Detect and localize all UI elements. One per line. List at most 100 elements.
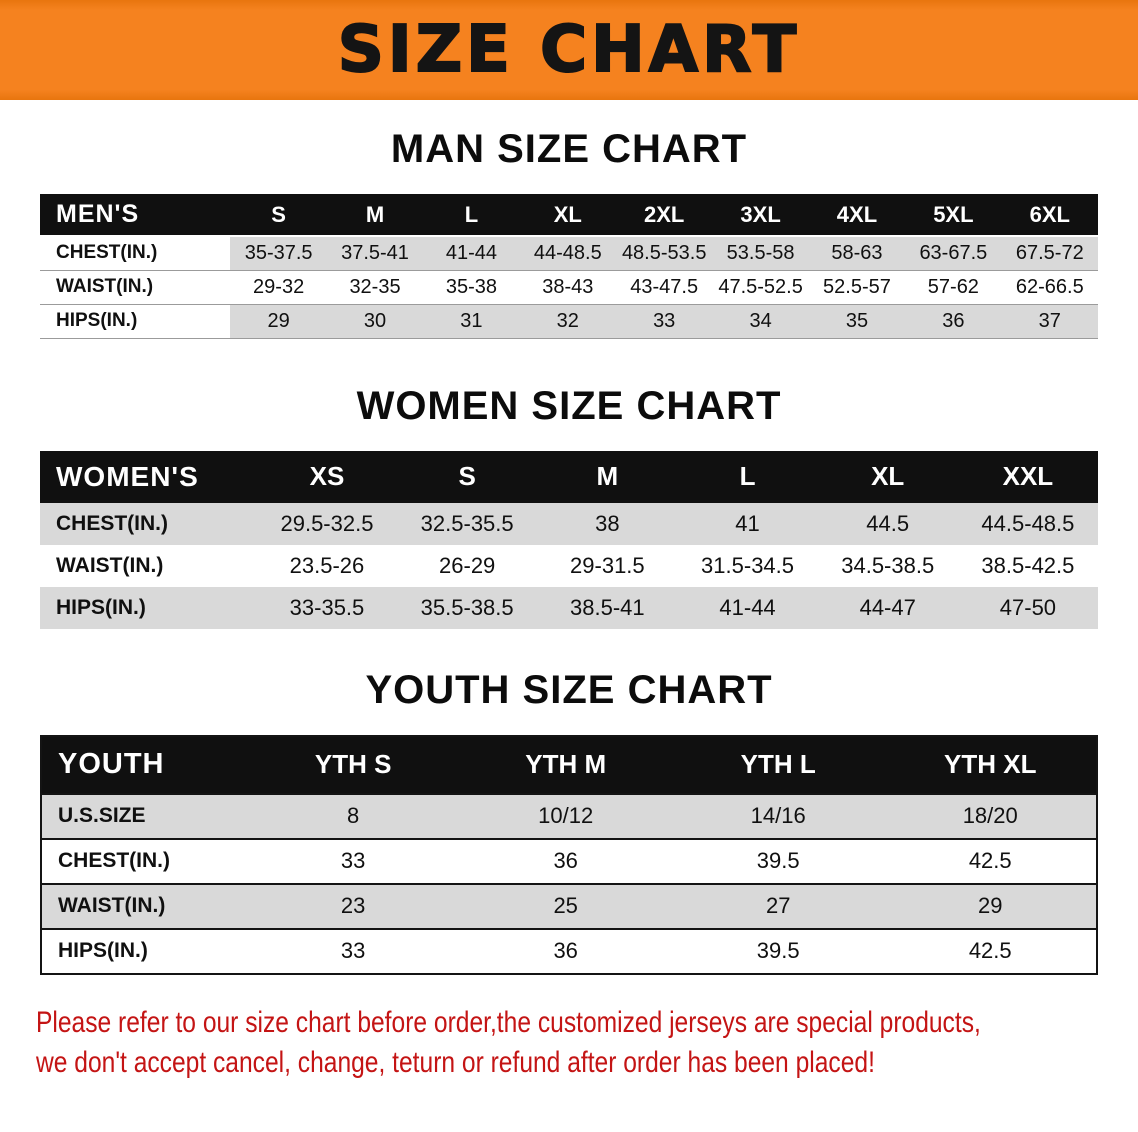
value-cell: 23.5-26 xyxy=(289,552,365,578)
women-size-table: WOMEN'S XS S M L XL XXL CHEST(IN.) 29.5-32.5 32.5… xyxy=(40,450,1098,629)
size-header-cell: YTH M xyxy=(459,735,672,794)
value-cell: 53.5-58 xyxy=(712,236,809,270)
table-body: U.S.SIZE 8 10/12 14/16 18/20 CHEST(IN.) 33 36 39… xyxy=(41,793,1097,974)
value-cell: 42.5 xyxy=(968,848,1012,873)
size-header-cell: L xyxy=(677,450,818,503)
table-header: YOUTH YTH S YTH M YTH L YTH XL xyxy=(41,735,1097,794)
value-cell: 38-43 xyxy=(542,275,594,298)
measurement-row: HIPS(IN.) 29 30 31 32 33 34 35 36 37 xyxy=(40,304,1098,338)
men-size-table: MEN'S S M L XL 2XL 3XL 4XL 5XL 6XL CHEST(IN.) 35-37… xyxy=(40,194,1098,339)
youth-size-section: YOUTH SIZE CHART YOUTH YTH S YTH M YTH L YTH… xyxy=(0,667,1138,975)
value-cell: 35.5-38.5 xyxy=(397,586,538,629)
disclaimer-line-2: we don't accept cancel, change, teturn o… xyxy=(36,1045,875,1079)
women-section-heading: WOMEN SIZE CHART xyxy=(356,383,782,428)
row-label-cell: CHEST(IN.) xyxy=(58,849,170,872)
row-label-cell: U.S.SIZE xyxy=(41,793,247,839)
table-header: WOMEN'S XS S M L XL XXL xyxy=(40,450,1098,503)
value-cell: 29 xyxy=(230,304,327,338)
row-label-cell: WAIST(IN.) xyxy=(41,883,247,929)
value-cell: 58-63 xyxy=(808,236,906,270)
disclaimer-line-1: Please refer to our size chart before or… xyxy=(36,1005,981,1039)
value-cell: 33-35.5 xyxy=(256,586,398,629)
measurement-row: U.S.SIZE 8 10/12 14/16 18/20 xyxy=(41,793,1097,839)
youth-size-table: YOUTH YTH S YTH M YTH L YTH XL U.S.SIZE 8 10/12… xyxy=(40,734,1098,975)
page-title: SIZE CHART xyxy=(337,13,801,87)
value-cell: 23 xyxy=(246,883,460,929)
value-cell: 44.5 xyxy=(817,502,958,545)
youth-section-heading: YOUTH SIZE CHART xyxy=(365,667,773,712)
value-cell: 38.5-42.5 xyxy=(981,552,1075,578)
table-title-cell: WOMEN'S xyxy=(40,450,257,503)
value-cell: 47.5-52.5 xyxy=(718,275,803,298)
value-cell: 27 xyxy=(671,883,885,929)
size-header-cell: L xyxy=(423,194,520,236)
table-title-cell: MEN'S xyxy=(40,194,231,236)
size-header-cell: 2XL xyxy=(616,194,713,236)
value-cell: 29 xyxy=(884,883,1097,929)
value-cell: 31.5-34.5 xyxy=(701,552,795,578)
table-body: CHEST(IN.) 29.5-32.5 32.5-35.5 38 41 44.5 44.5… xyxy=(40,502,1098,629)
value-cell: 42.5 xyxy=(968,938,1012,963)
value-cell: 33 xyxy=(340,848,366,873)
value-cell: 41 xyxy=(677,502,818,545)
value-cell: 62-66.5 xyxy=(1015,275,1084,298)
value-cell: 38.5-41 xyxy=(537,586,678,629)
measurement-row: CHEST(IN.) 29.5-32.5 32.5-35.5 38 41 44.5 44.5… xyxy=(40,502,1098,545)
value-cell: 33 xyxy=(616,304,713,338)
value-cell: 29-32 xyxy=(253,275,305,298)
value-cell: 41-44 xyxy=(423,236,520,270)
value-cell: 36 xyxy=(553,938,578,963)
value-cell: 32 xyxy=(519,304,616,338)
women-size-section: WOMEN SIZE CHART WOMEN'S XS S M L XL XXL CHEST(… xyxy=(0,383,1138,629)
value-cell: 36 xyxy=(905,304,1002,338)
size-header-cell: YTH S xyxy=(246,735,460,794)
value-cell: 36 xyxy=(553,848,578,873)
size-header-cell: 6XL xyxy=(1001,194,1098,236)
value-cell: 29.5-32.5 xyxy=(256,502,398,545)
size-header-cell: YTH XL xyxy=(884,735,1097,794)
size-header-cell: 4XL xyxy=(808,194,906,236)
value-cell: 33 xyxy=(340,938,366,963)
value-cell: 44.5-48.5 xyxy=(957,502,1098,545)
table-title-cell: YOUTH xyxy=(41,735,247,794)
table-header: MEN'S S M L XL 2XL 3XL 4XL 5XL 6XL xyxy=(40,194,1098,236)
table-header-row: YOUTH YTH S YTH M YTH L YTH XL xyxy=(41,735,1097,794)
measurement-row: WAIST(IN.) 23.5-26 26-29 29-31.5 31.5-34.5 34… xyxy=(40,545,1098,587)
value-cell: 8 xyxy=(246,793,460,839)
table-body: CHEST(IN.) 35-37.5 37.5-41 41-44 44-48.5 48.5… xyxy=(40,236,1098,338)
value-cell: 34.5-38.5 xyxy=(841,552,935,578)
value-cell: 47-50 xyxy=(957,586,1098,629)
row-label-cell: CHEST(IN.) xyxy=(56,242,158,264)
row-label-cell: HIPS(IN.) xyxy=(56,310,138,331)
size-header-cell: M xyxy=(537,450,678,503)
size-header-cell: XL xyxy=(817,450,958,503)
men-section-heading: MAN SIZE CHART xyxy=(390,127,748,171)
size-header-cell: XXL xyxy=(957,450,1098,503)
row-label-cell: WAIST(IN.) xyxy=(56,553,164,577)
value-cell: 63-67.5 xyxy=(905,236,1002,270)
value-cell: 35-37.5 xyxy=(230,236,327,270)
measurement-row: WAIST(IN.) 23 25 27 29 xyxy=(41,883,1097,929)
value-cell: 34 xyxy=(712,304,809,338)
size-header-cell: S xyxy=(397,450,538,503)
size-header-cell: S xyxy=(230,194,327,236)
value-cell: 29-31.5 xyxy=(570,552,645,578)
value-cell: 10/12 xyxy=(459,793,672,839)
measurement-row: CHEST(IN.) 33 36 39.5 42.5 xyxy=(41,838,1097,884)
value-cell: 52.5-57 xyxy=(823,275,891,298)
size-header-cell: 3XL xyxy=(712,194,809,236)
value-cell: 39.5 xyxy=(756,848,800,873)
value-cell: 44-48.5 xyxy=(519,236,616,270)
value-cell: 32.5-35.5 xyxy=(397,502,538,545)
size-header-cell: M xyxy=(326,194,424,236)
measurement-row: WAIST(IN.) 29-32 32-35 35-38 38-43 43-47.5 47.… xyxy=(40,270,1098,304)
measurement-row: HIPS(IN.) 33-35.5 35.5-38.5 38.5-41 41-44 44-… xyxy=(40,586,1098,629)
row-label-cell: HIPS(IN.) xyxy=(40,586,257,629)
value-cell: 35 xyxy=(808,304,906,338)
size-header-cell: XS xyxy=(256,450,398,503)
value-cell: 67.5-72 xyxy=(1001,236,1098,270)
value-cell: 57-62 xyxy=(927,275,979,298)
value-cell: 31 xyxy=(423,304,520,338)
value-cell: 18/20 xyxy=(884,793,1097,839)
value-cell: 44-47 xyxy=(817,586,958,629)
